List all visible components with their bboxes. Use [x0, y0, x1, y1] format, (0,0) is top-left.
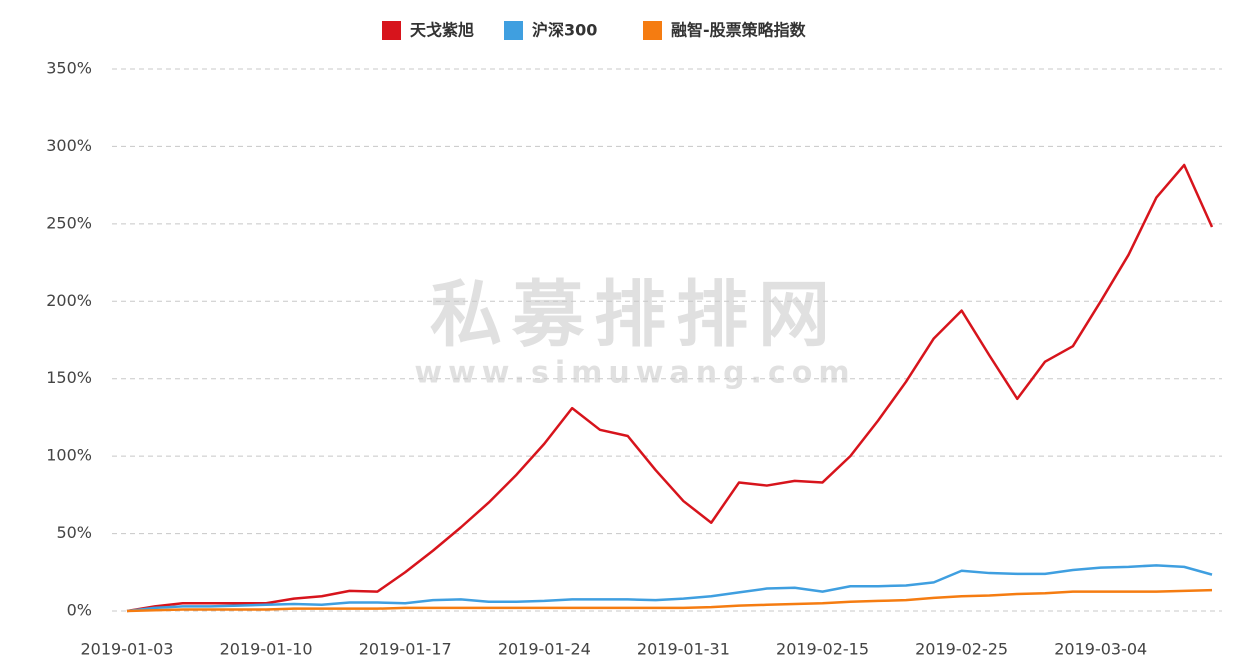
- y-tick-label: 0%: [67, 601, 92, 620]
- y-tick-label: 100%: [46, 446, 92, 465]
- legend-swatch: [643, 21, 662, 40]
- x-tick-label: 2019-03-04: [1054, 640, 1147, 659]
- x-tick-label: 2019-01-17: [359, 640, 452, 659]
- x-tick-label: 2019-01-31: [637, 640, 730, 659]
- watermark-url: www.simuwang.com: [414, 356, 855, 391]
- y-tick-label: 250%: [46, 213, 92, 232]
- legend-label: 融智-股票策略指数: [671, 21, 807, 40]
- y-tick-label: 350%: [46, 59, 92, 78]
- y-tick-label: 50%: [56, 523, 92, 542]
- x-tick-label: 2019-02-25: [915, 640, 1008, 659]
- line-series: [126, 163, 1214, 613]
- legend-swatch: [504, 21, 523, 40]
- legend-label: 天戈紫旭: [410, 21, 474, 40]
- line-series: [126, 564, 1213, 613]
- y-tick-label: 300%: [46, 136, 92, 155]
- line-series: [126, 588, 1213, 613]
- x-tick-label: 2019-02-15: [776, 640, 869, 659]
- watermark: 私募排排网: [430, 273, 840, 357]
- x-tick-label: 2019-01-24: [498, 640, 591, 659]
- y-tick-label: 150%: [46, 368, 92, 387]
- legend-label: 沪深300: [532, 21, 597, 40]
- x-tick-label: 2019-01-03: [81, 640, 174, 659]
- legend-swatch: [382, 21, 401, 40]
- y-tick-label: 200%: [46, 291, 92, 310]
- x-tick-label: 2019-01-10: [220, 640, 313, 659]
